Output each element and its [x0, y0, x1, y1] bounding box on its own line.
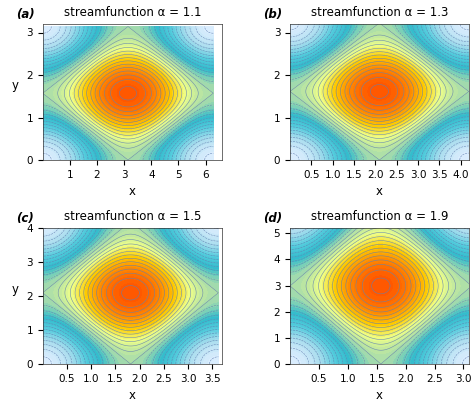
X-axis label: x: x	[376, 185, 383, 198]
X-axis label: x: x	[129, 389, 136, 400]
Text: (b): (b)	[263, 8, 282, 21]
X-axis label: x: x	[376, 389, 383, 400]
X-axis label: x: x	[129, 185, 136, 198]
Y-axis label: y: y	[12, 283, 18, 296]
Title: streamfunction α = 1.3: streamfunction α = 1.3	[311, 6, 448, 19]
Text: (a): (a)	[16, 8, 35, 21]
Title: streamfunction α = 1.9: streamfunction α = 1.9	[311, 210, 448, 223]
Text: (d): (d)	[263, 212, 282, 225]
Title: streamfunction α = 1.1: streamfunction α = 1.1	[64, 6, 201, 19]
Title: streamfunction α = 1.5: streamfunction α = 1.5	[64, 210, 201, 223]
Y-axis label: y: y	[12, 79, 18, 92]
Text: (c): (c)	[16, 212, 34, 225]
